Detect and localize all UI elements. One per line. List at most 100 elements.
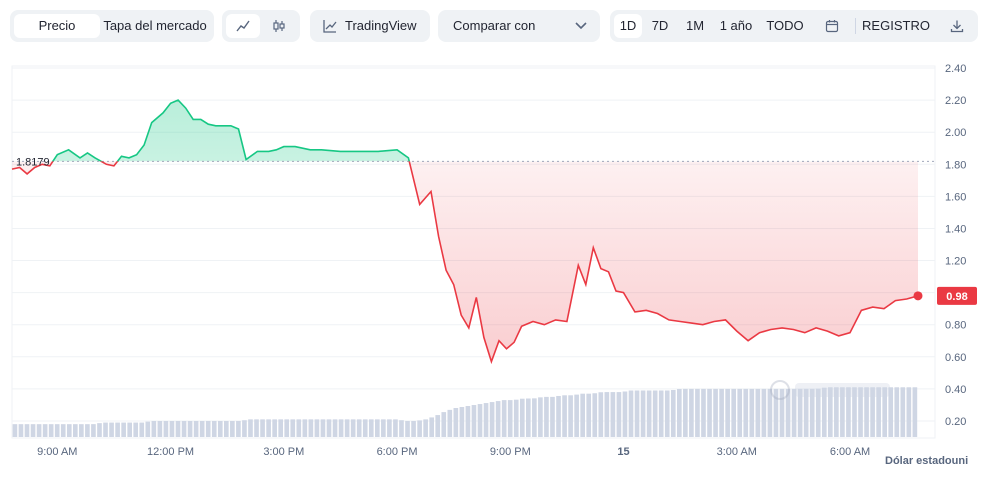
volume-bar [284, 419, 290, 437]
line-chart-button[interactable] [226, 14, 260, 38]
tradingview-button[interactable]: TradingView [310, 10, 430, 42]
volume-bar [36, 424, 42, 437]
volume-bar [719, 388, 724, 437]
volume-bar [604, 392, 610, 437]
watermark-logo [770, 380, 890, 400]
volume-bar [773, 388, 779, 437]
range-1y[interactable]: 1 año [719, 18, 753, 33]
volume-bar [495, 401, 501, 437]
volume-bar [876, 387, 881, 437]
volume-bar [248, 419, 253, 437]
volume-bar [779, 388, 785, 437]
volume-bar [205, 420, 211, 437]
volume-bar [302, 419, 308, 437]
volume-bar [483, 403, 489, 437]
volume-bar [157, 420, 163, 437]
volume-bar [646, 390, 652, 437]
candlestick-button[interactable] [262, 14, 296, 38]
x-tick-label: 3:00 PM [263, 446, 304, 458]
price-chart[interactable]: 2.402.202.001.801.601.401.201.000.800.60… [0, 54, 985, 478]
volume-bar [803, 388, 809, 437]
download-icon [950, 20, 964, 33]
volume-bar [507, 400, 513, 437]
volume-bar [326, 419, 332, 437]
volume-bar [320, 419, 326, 437]
volume-bar [290, 419, 296, 437]
current-price-dot [913, 291, 923, 301]
volume-bar [91, 424, 96, 437]
download-button[interactable] [942, 14, 972, 38]
y-tick-label: 0.40 [945, 384, 966, 396]
volume-bar [217, 420, 223, 437]
volume-bar [888, 387, 894, 437]
volume-bar [501, 400, 507, 437]
volume-bar [767, 388, 773, 437]
volume-bar [809, 388, 815, 437]
compare-label: Comparar con [453, 18, 536, 33]
x-tick-label: 9:00 PM [490, 446, 531, 458]
volume-bar [628, 390, 634, 437]
volume-bar [598, 392, 604, 437]
volume-bar [254, 419, 259, 437]
tab-price[interactable]: Precio [14, 14, 100, 38]
current-price-label: 0.98 [946, 291, 967, 303]
range-1d[interactable]: 1D [614, 14, 642, 38]
volume-bar [797, 388, 803, 437]
date-range-button[interactable] [818, 14, 846, 38]
current-price-badge [937, 286, 977, 305]
tab-market-cap[interactable]: Tapa del mercado [103, 18, 207, 33]
volume-bar [163, 420, 169, 437]
volume-bar [145, 421, 151, 437]
volume-bar [652, 390, 658, 437]
y-tick-label: 1.60 [945, 191, 966, 203]
volume-bar [308, 419, 314, 437]
volume-bar [417, 420, 422, 437]
candlestick-icon [273, 20, 285, 32]
volume-bar [399, 420, 404, 437]
range-7d[interactable]: 7D [651, 18, 669, 33]
volume-bars [12, 387, 918, 437]
volume-bar [133, 422, 139, 437]
volume-bar [544, 396, 549, 437]
volume-bar [441, 412, 447, 437]
volume-bar [73, 424, 78, 437]
volume-bar [375, 419, 380, 437]
volume-bar [852, 387, 857, 437]
volume-bar [846, 387, 851, 437]
volume-bar [634, 390, 640, 437]
volume-bar [828, 387, 833, 437]
price-line-down [11, 161, 919, 365]
volume-bar [224, 420, 229, 437]
range-all[interactable]: TODO [766, 18, 804, 33]
x-tick-label: 15 [617, 446, 629, 458]
volume-bar [169, 420, 175, 437]
volume-bar [230, 420, 235, 437]
y-tick-label: 0.60 [945, 352, 966, 364]
volume-bar [737, 388, 743, 437]
y-tick-label: 0.80 [945, 320, 966, 332]
volume-bar [266, 419, 271, 437]
chart-line-icon [323, 20, 337, 33]
volume-bar [79, 424, 84, 437]
volume-bar [562, 395, 567, 437]
range-divider [855, 18, 856, 34]
volume-bar [338, 419, 344, 437]
volume-bar [725, 388, 730, 437]
x-tick-label: 9:00 AM [37, 446, 77, 458]
volume-bar [42, 424, 48, 437]
volume-bar [447, 409, 453, 437]
volume-bar [66, 424, 72, 437]
y-tick-label: 2.20 [945, 95, 966, 107]
compare-dropdown[interactable]: Comparar con [438, 10, 600, 42]
volume-bar [236, 420, 241, 437]
volume-bar [127, 422, 132, 437]
y-tick-label: 1.40 [945, 223, 966, 235]
range-1m[interactable]: 1M [685, 18, 705, 33]
volume-bar [459, 407, 465, 437]
volume-bar [85, 424, 90, 437]
volume-bar [532, 398, 537, 437]
volume-bar [574, 394, 579, 437]
volume-bar [785, 388, 791, 437]
volume-bar [701, 388, 706, 437]
log-scale-button[interactable]: REGISTRO [862, 18, 930, 33]
